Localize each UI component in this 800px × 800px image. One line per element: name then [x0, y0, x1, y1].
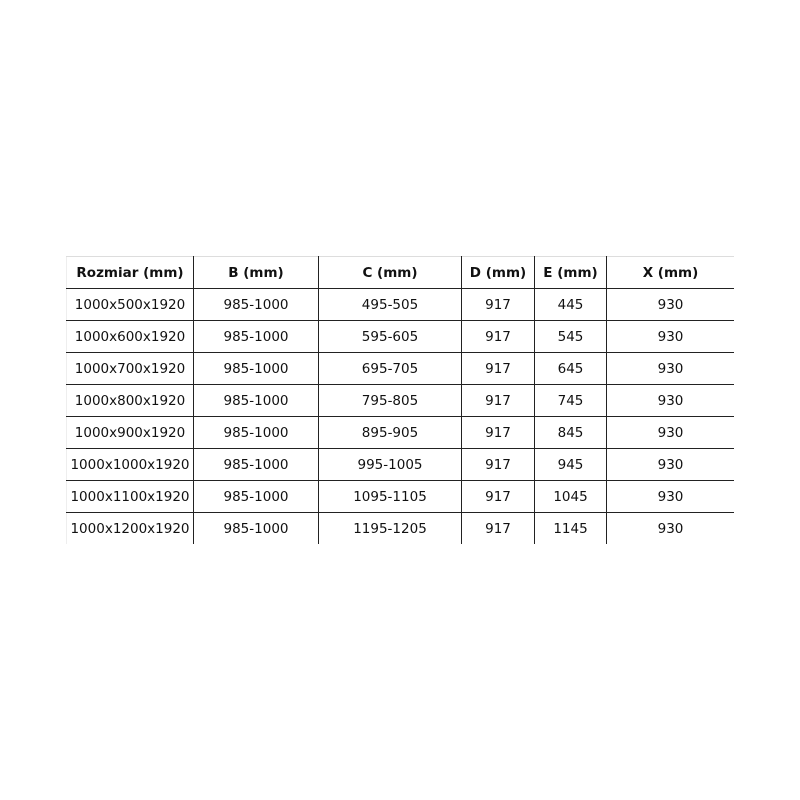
table-cell: 930 — [606, 320, 734, 353]
table-cell: 1195-1205 — [318, 512, 462, 544]
table-cell: 745 — [534, 384, 607, 417]
column-header: B (mm) — [193, 256, 319, 289]
table-cell: 917 — [461, 384, 535, 417]
table-row: 1000x700x1920 985-1000 695-705 917 645 930 — [66, 352, 734, 385]
table-cell: 1000x1000x1920 — [66, 448, 194, 481]
table-cell: 545 — [534, 320, 607, 353]
table-cell: 917 — [461, 448, 535, 481]
table-cell: 1000x800x1920 — [66, 384, 194, 417]
table-cell: 930 — [606, 352, 734, 385]
table-cell: 985-1000 — [193, 448, 319, 481]
table-row: 1000x500x1920 985-1000 495-505 917 445 930 — [66, 288, 734, 321]
table-row: 1000x800x1920 985-1000 795-805 917 745 930 — [66, 384, 734, 417]
table-cell: 945 — [534, 448, 607, 481]
table-cell: 995-1005 — [318, 448, 462, 481]
column-header: E (mm) — [534, 256, 607, 289]
table-cell: 695-705 — [318, 352, 462, 385]
table-cell: 495-505 — [318, 288, 462, 321]
table-cell: 1000x900x1920 — [66, 416, 194, 449]
table-row: 1000x900x1920 985-1000 895-905 917 845 930 — [66, 416, 734, 449]
table-cell: 1045 — [534, 480, 607, 513]
table-cell: 1145 — [534, 512, 607, 544]
table-cell: 930 — [606, 480, 734, 513]
column-header: C (mm) — [318, 256, 462, 289]
table-row: 1000x600x1920 985-1000 595-605 917 545 930 — [66, 320, 734, 353]
table-cell: 1000x1200x1920 — [66, 512, 194, 544]
table-cell: 985-1000 — [193, 480, 319, 513]
header-row: Rozmiar (mm) B (mm) C (mm) D (mm) E (mm) X (m… — [66, 256, 734, 289]
table-cell: 1000x1100x1920 — [66, 480, 194, 513]
table-cell: 985-1000 — [193, 288, 319, 321]
table-cell: 1000x500x1920 — [66, 288, 194, 321]
column-header: D (mm) — [461, 256, 535, 289]
table-cell: 917 — [461, 288, 535, 321]
table-cell: 917 — [461, 480, 535, 513]
table-cell: 645 — [534, 352, 607, 385]
table-cell: 985-1000 — [193, 384, 319, 417]
table-row: 1000x1200x1920 985-1000 1195-1205 917 1145 93… — [66, 512, 735, 544]
table-row: 1000x1000x1920 985-1000 995-1005 917 945 930 — [66, 448, 734, 481]
table-cell: 845 — [534, 416, 607, 449]
table-cell: 1000x600x1920 — [66, 320, 194, 353]
table-cell: 985-1000 — [193, 352, 319, 385]
dimensions-table: Rozmiar (mm) B (mm) C (mm) D (mm) E (mm) X (m… — [66, 256, 734, 544]
table-cell: 930 — [606, 416, 734, 449]
column-header: Rozmiar (mm) — [66, 256, 194, 289]
table-cell: 445 — [534, 288, 607, 321]
table-cell: 930 — [657, 520, 684, 537]
table-row: 1000x1100x1920 985-1000 1095-1105 917 1045 93… — [66, 480, 734, 513]
table-cell: 930 — [606, 384, 734, 417]
table-cell: 985-1000 — [193, 512, 319, 544]
table-cell: 895-905 — [318, 416, 462, 449]
table-cell: 595-605 — [318, 320, 462, 353]
table-cell: 1095-1105 — [318, 480, 462, 513]
table-cell: 917 — [461, 320, 535, 353]
table-cell: 1000x700x1920 — [66, 352, 194, 385]
table-cell: 930 — [606, 288, 734, 321]
table-cell: 930 — [606, 448, 734, 481]
table-cell: 985-1000 — [193, 320, 319, 353]
table-cell: 795-805 — [318, 384, 462, 417]
table-cell: 917 — [461, 352, 535, 385]
table-cell: 917 — [461, 512, 535, 544]
table-cell: 985-1000 — [193, 416, 319, 449]
column-header: X (mm) — [606, 256, 734, 289]
table-cell: 917 — [461, 416, 535, 449]
